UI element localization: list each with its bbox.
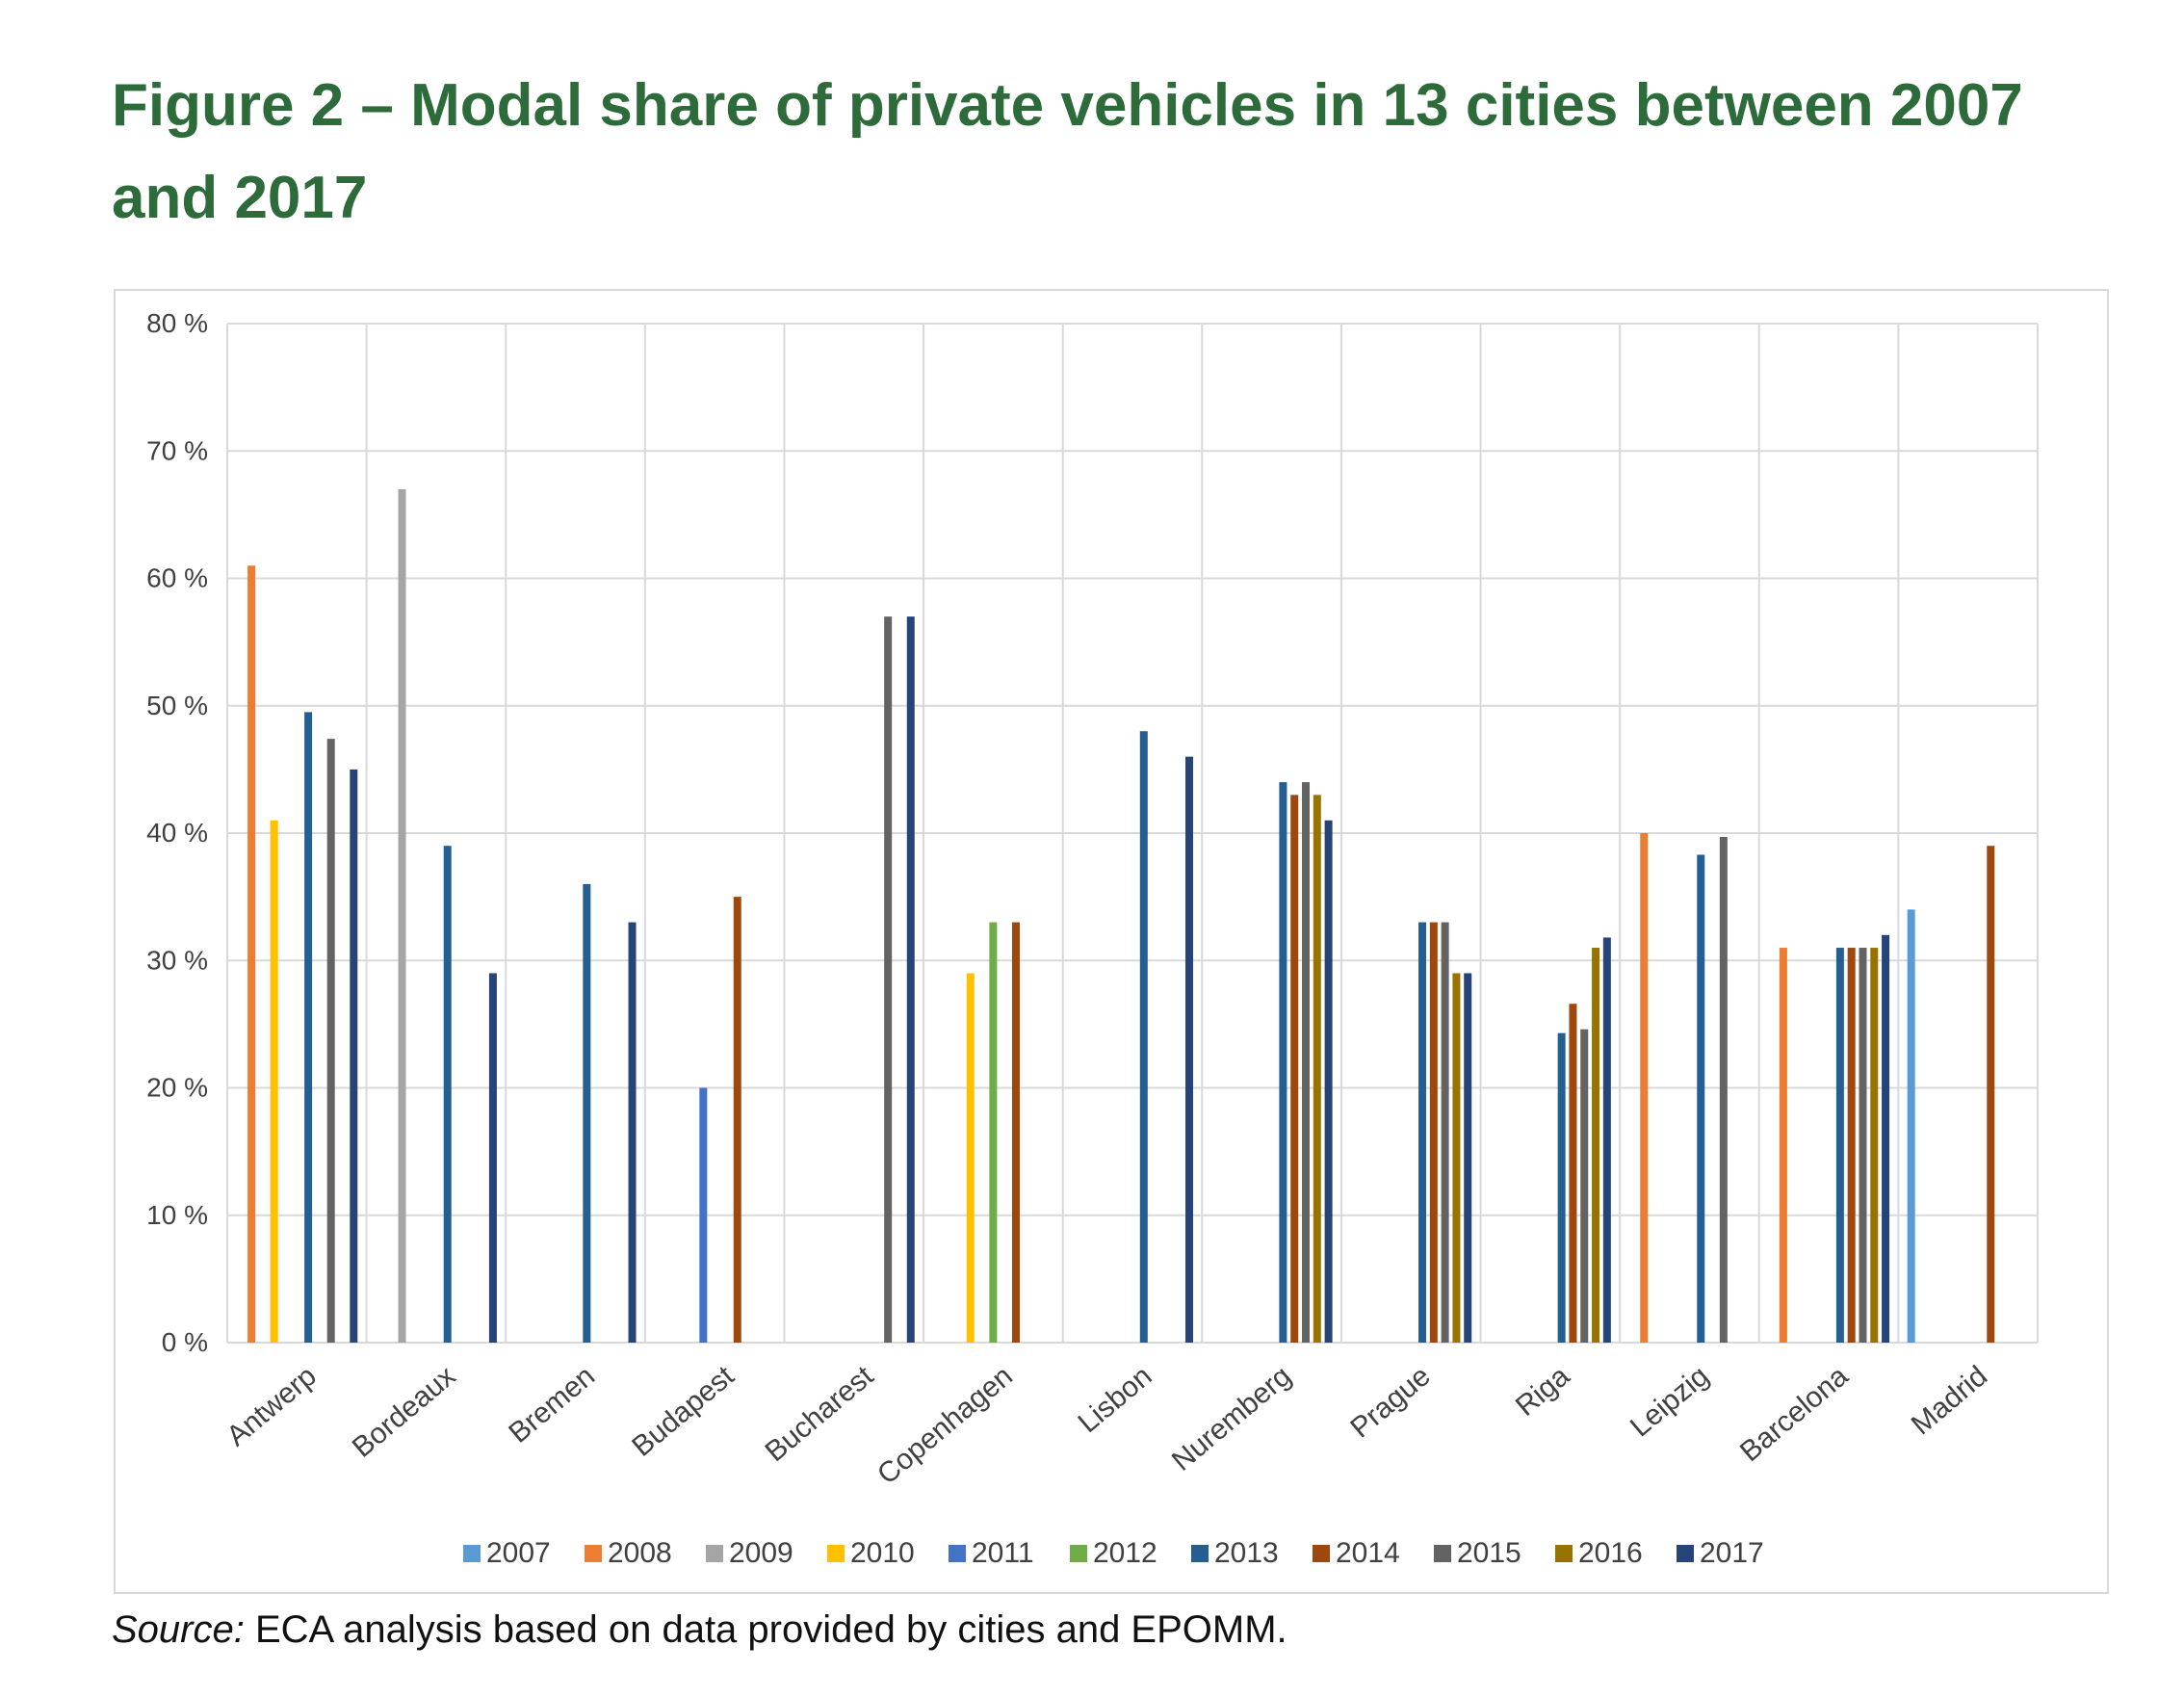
y-tick-label: 10 % <box>146 1200 208 1230</box>
bar-prague-2017 <box>1464 973 1472 1343</box>
bar-chart: 0 % 10 % 20 % 30 % 40 % 50 % 60 % 70 % 80 % Antwe… <box>146 308 2039 1569</box>
x-tick-label: Antwerp <box>221 1360 323 1452</box>
legend-swatch-2010 <box>827 1545 845 1562</box>
x-tick-label: Nuremberg <box>1166 1360 1297 1477</box>
source-label: Source: <box>112 1608 245 1651</box>
legend-label-2014: 2014 <box>1336 1537 1400 1569</box>
chart-area: 0 % 10 % 20 % 30 % 40 % 50 % 60 % 70 % 80 % Antwe… <box>114 289 2109 1594</box>
bar-bordeaux-2009 <box>398 488 406 1343</box>
legend-swatch-2009 <box>706 1545 723 1562</box>
x-tick-label: Barcelona <box>1734 1360 1855 1468</box>
x-tick-label: Bordeaux <box>347 1360 462 1464</box>
bar-madrid-2014 <box>1987 846 1995 1343</box>
bar-nuremberg-2014 <box>1290 795 1299 1343</box>
bar-riga-2015 <box>1580 1029 1589 1343</box>
bar-leipzig-2008 <box>1640 833 1649 1343</box>
bar-bordeaux-2013 <box>443 846 452 1343</box>
x-tick-label: Prague <box>1344 1360 1436 1444</box>
y-tick-label: 70 % <box>146 435 208 465</box>
figure-title: Figure 2 – Modal share of private vehicl… <box>112 72 2023 231</box>
x-tick-label: Budapest <box>626 1360 741 1463</box>
y-tick-label: 80 % <box>146 308 208 338</box>
bar-riga-2016 <box>1592 948 1600 1343</box>
bar-barcelona-2017 <box>1882 934 1890 1343</box>
bar-nuremberg-2015 <box>1302 782 1311 1343</box>
bar-bremen-2013 <box>583 883 591 1343</box>
x-tick-label: Bremen <box>503 1360 601 1450</box>
x-tick-label: Leipzig <box>1625 1360 1715 1443</box>
bar-antwerp-2008 <box>247 565 256 1343</box>
bar-barcelona-2016 <box>1870 948 1879 1343</box>
bar-leipzig-2015 <box>1719 836 1728 1343</box>
legend-swatch-2016 <box>1555 1545 1573 1562</box>
bar-madrid-2007 <box>1907 909 1915 1343</box>
bar-barcelona-2008 <box>1779 948 1787 1343</box>
bar-barcelona-2013 <box>1835 948 1844 1343</box>
y-tick-label: 0 % <box>162 1327 208 1357</box>
legend-swatch-2012 <box>1070 1545 1087 1562</box>
source-note: Source: ECA analysis based on data provi… <box>112 1608 1287 1652</box>
bar-antwerp-2017 <box>350 769 358 1343</box>
bar-antwerp-2015 <box>326 739 335 1343</box>
legend-swatch-2015 <box>1434 1545 1451 1562</box>
x-tick-label: Riga <box>1510 1360 1576 1423</box>
bar-prague-2016 <box>1452 973 1461 1343</box>
bar-barcelona-2014 <box>1847 948 1856 1343</box>
legend-swatch-2013 <box>1191 1545 1209 1562</box>
bar-prague-2013 <box>1418 922 1427 1343</box>
legend-label-2009: 2009 <box>729 1537 793 1569</box>
legend-label-2012: 2012 <box>1093 1537 1157 1569</box>
bar-lisbon-2013 <box>1139 731 1148 1343</box>
bar-antwerp-2013 <box>304 712 313 1343</box>
legend-swatch-2011 <box>949 1545 966 1562</box>
source-text: ECA analysis based on data provided by c… <box>244 1608 1287 1651</box>
bar-barcelona-2015 <box>1859 948 1867 1343</box>
legend-label-2011: 2011 <box>972 1537 1034 1569</box>
legend-label-2013: 2013 <box>1214 1537 1279 1569</box>
y-tick-label: 30 % <box>146 945 208 975</box>
x-tick-label: Copenhagen <box>871 1360 1019 1491</box>
legend-swatch-2014 <box>1313 1545 1330 1562</box>
legend-label-2007: 2007 <box>486 1537 551 1569</box>
bar-budapest-2014 <box>733 897 741 1343</box>
bar-copenhagen-2012 <box>989 922 998 1343</box>
y-tick-label: 50 % <box>146 691 208 720</box>
bar-copenhagen-2010 <box>966 973 975 1343</box>
bar-nuremberg-2013 <box>1279 782 1287 1343</box>
bar-bucharest-2017 <box>906 616 915 1343</box>
legend-swatch-2008 <box>585 1545 602 1562</box>
bar-budapest-2011 <box>699 1087 708 1343</box>
legend-label-2008: 2008 <box>608 1537 672 1569</box>
legend-label-2015: 2015 <box>1457 1537 1521 1569</box>
legend-label-2016: 2016 <box>1578 1537 1643 1569</box>
bar-prague-2014 <box>1429 922 1438 1343</box>
legend-label-2017: 2017 <box>1700 1537 1764 1569</box>
x-tick-label: Lisbon <box>1073 1360 1158 1439</box>
bar-antwerp-2010 <box>270 820 278 1343</box>
bar-bremen-2017 <box>628 922 637 1343</box>
bar-riga-2017 <box>1602 937 1611 1343</box>
legend-swatch-2007 <box>463 1545 481 1562</box>
bar-bucharest-2015 <box>884 616 893 1343</box>
y-tick-label: 40 % <box>146 818 208 848</box>
bar-copenhagen-2014 <box>1011 922 1020 1343</box>
bar-leipzig-2013 <box>1697 854 1705 1343</box>
bar-riga-2013 <box>1557 1032 1566 1343</box>
bar-bordeaux-2017 <box>488 973 497 1343</box>
bar-riga-2014 <box>1569 1004 1577 1343</box>
bar-nuremberg-2016 <box>1313 795 1321 1343</box>
x-tick-label: Bucharest <box>760 1360 880 1469</box>
bar-prague-2015 <box>1441 922 1449 1343</box>
legend-label-2010: 2010 <box>850 1537 915 1569</box>
x-tick-label: Madrid <box>1906 1360 1993 1441</box>
bar-nuremberg-2017 <box>1324 820 1333 1343</box>
bar-lisbon-2017 <box>1185 756 1193 1343</box>
legend-swatch-2017 <box>1677 1545 1694 1562</box>
y-tick-label: 20 % <box>146 1073 208 1103</box>
y-tick-label: 60 % <box>146 563 208 593</box>
